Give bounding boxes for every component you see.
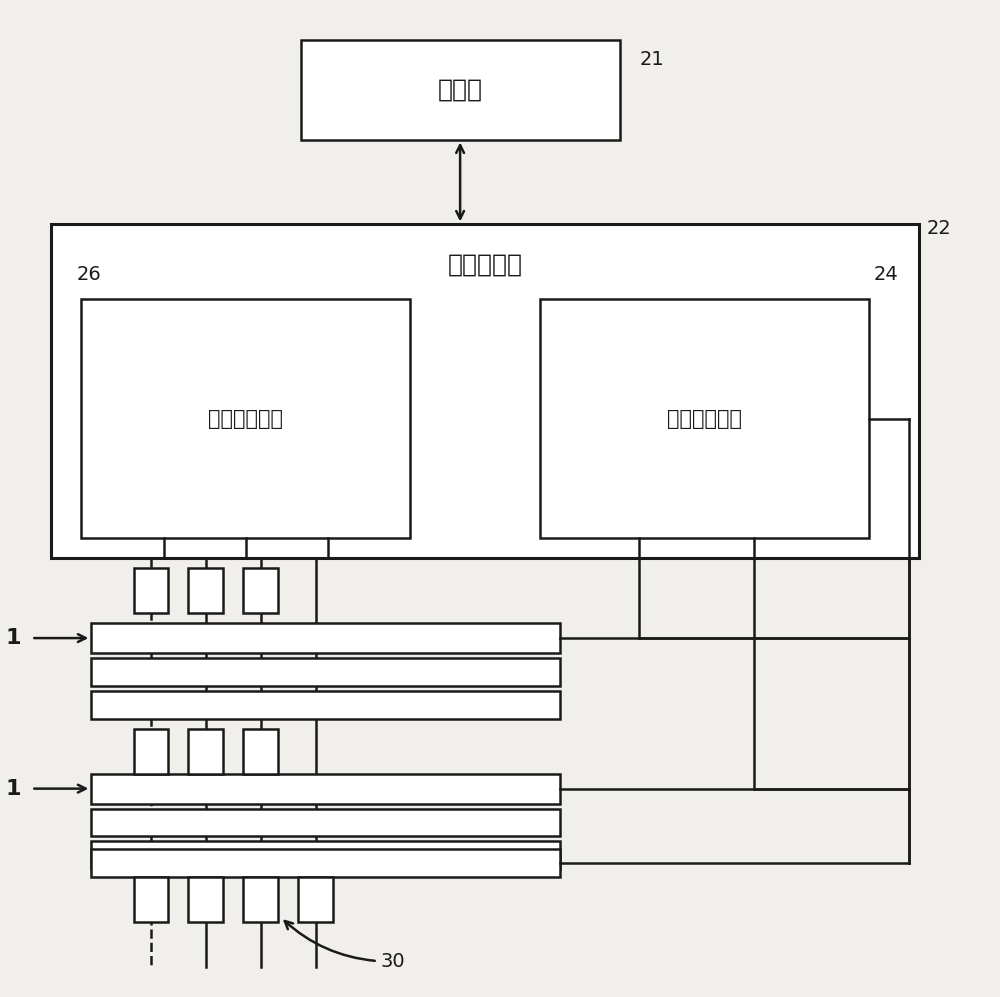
Text: 处理器: 处理器	[438, 78, 483, 102]
Bar	[91, 691, 560, 719]
Text: 1: 1	[6, 628, 21, 648]
Bar	[91, 658, 560, 686]
Bar	[243, 729, 278, 774]
Text: 30: 30	[285, 921, 405, 971]
Text: 26: 26	[76, 265, 101, 284]
Bar	[91, 849, 560, 877]
Bar	[188, 729, 223, 774]
Bar	[243, 568, 278, 613]
Text: 阵列驱动器: 阵列驱动器	[448, 252, 523, 276]
Text: 列驱动器电路: 列驱动器电路	[208, 409, 283, 429]
Text: 行驱动器电路: 行驱动器电路	[667, 409, 742, 429]
Bar	[188, 877, 223, 922]
Bar	[298, 877, 333, 922]
Bar	[91, 809, 560, 836]
Bar	[301, 40, 620, 140]
Text: 1: 1	[6, 779, 21, 799]
Bar	[134, 729, 168, 774]
Bar	[540, 299, 869, 538]
Bar	[134, 877, 168, 922]
Bar	[51, 224, 919, 558]
Bar	[91, 774, 560, 804]
Text: 21: 21	[640, 50, 664, 69]
Bar	[91, 623, 560, 653]
Bar	[81, 299, 410, 538]
Text: 22: 22	[927, 219, 951, 238]
Text: 24: 24	[874, 265, 899, 284]
Bar	[188, 568, 223, 613]
Bar	[91, 841, 560, 869]
Bar	[134, 568, 168, 613]
Bar	[243, 877, 278, 922]
